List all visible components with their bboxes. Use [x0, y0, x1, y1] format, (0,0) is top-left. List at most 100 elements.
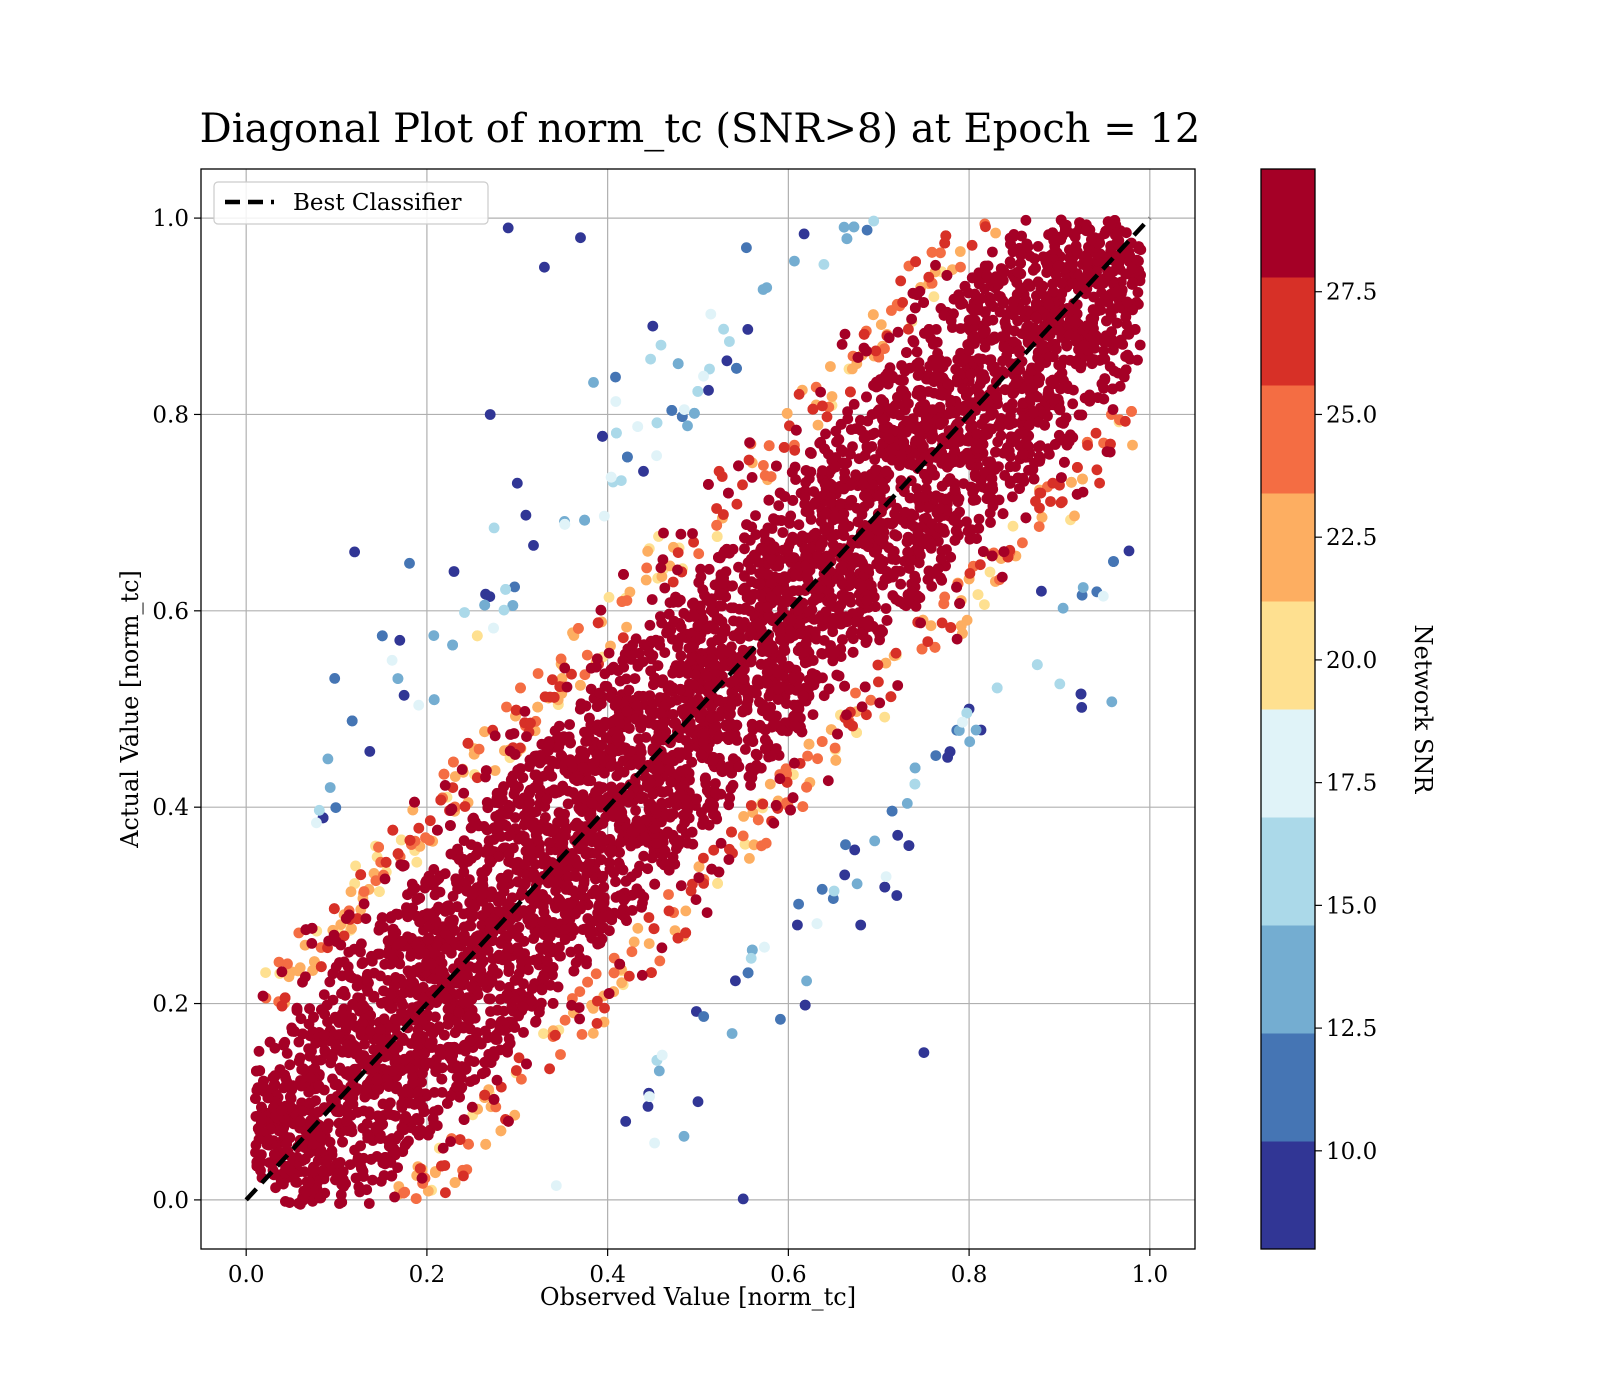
scatter-point — [778, 442, 790, 453]
scatter-point — [1106, 696, 1118, 708]
scatter-point — [936, 617, 948, 629]
scatter-point — [656, 942, 668, 954]
scatter-point — [582, 976, 593, 988]
scatter-point — [705, 308, 717, 320]
scatter-point — [987, 246, 998, 258]
scatter-point — [915, 617, 926, 629]
scatter-point — [868, 215, 880, 227]
scatter-point — [459, 607, 470, 618]
scatter-point — [775, 1013, 786, 1025]
scatter-point — [555, 1049, 566, 1060]
scatter-point — [883, 332, 895, 344]
scatter-point — [468, 1056, 480, 1067]
scatter-point — [663, 889, 674, 900]
scatter-point — [760, 837, 772, 849]
scatter-point — [498, 604, 510, 616]
scatter-point — [532, 701, 544, 713]
scatter-point — [1126, 406, 1137, 417]
scatter-point — [869, 427, 881, 439]
scatter-point — [701, 907, 713, 918]
scatter-point — [1007, 491, 1018, 503]
scatter-point — [675, 880, 687, 892]
scatter-point — [850, 687, 861, 699]
scatter-point — [663, 905, 675, 917]
scatter-point — [315, 961, 327, 973]
scatter-point — [1054, 678, 1066, 690]
scatter-point — [922, 636, 934, 647]
scatter-point — [718, 323, 729, 335]
scatter-point — [763, 440, 775, 452]
scatter-point — [839, 328, 851, 340]
scatter-point — [284, 1059, 296, 1071]
scatter-point — [559, 518, 571, 530]
scatter-point — [925, 620, 937, 632]
scatter-point — [1057, 602, 1069, 614]
scatter-point — [830, 754, 842, 766]
scatter-point — [307, 965, 319, 976]
scatter-point — [1123, 545, 1135, 557]
scatter-point — [991, 682, 1003, 694]
scatter-point — [1036, 585, 1047, 597]
scatter-point — [370, 875, 382, 887]
scatter-point — [880, 871, 892, 882]
scatter-point — [865, 694, 877, 706]
scatter-point — [799, 999, 811, 1011]
scatter-point — [358, 898, 370, 910]
scatter-point — [480, 765, 492, 776]
scatter-point — [429, 889, 441, 901]
scatter-point — [395, 834, 407, 846]
scatter-point — [666, 405, 678, 416]
scatter-point — [491, 1074, 503, 1086]
scatter-point — [643, 938, 655, 949]
scatter-point — [812, 419, 824, 431]
scatter-point — [276, 1000, 288, 1012]
scatter-point — [462, 737, 474, 749]
scatter-point — [744, 437, 755, 448]
scatter-point — [430, 1011, 441, 1023]
scatter-point — [273, 956, 285, 968]
scatter-point — [536, 984, 548, 996]
scatter-point — [632, 661, 644, 672]
scatter-point — [521, 731, 532, 742]
scatter-point — [733, 460, 744, 472]
scatter-point — [655, 339, 667, 351]
scatter-point — [349, 878, 361, 889]
scatter-point — [547, 674, 558, 686]
scatter-point — [972, 589, 984, 600]
scatter-point — [758, 460, 769, 471]
scatter-point — [680, 905, 692, 917]
scatter-point — [869, 835, 881, 847]
scatter-point — [628, 936, 640, 948]
scatter-point — [1047, 477, 1059, 489]
scatter-point — [404, 557, 415, 569]
scatter-point — [744, 853, 755, 864]
scatter-point — [360, 913, 372, 924]
scatter-point — [587, 1027, 599, 1039]
scatter-point — [689, 407, 700, 419]
scatter-point — [692, 1096, 704, 1108]
scatter-point — [614, 958, 626, 970]
scatter-point — [657, 554, 669, 565]
scatter-point — [376, 630, 388, 642]
scatter-point — [742, 324, 754, 335]
scatter-point — [451, 1072, 463, 1083]
scatter-point — [740, 744, 751, 755]
scatter-point — [574, 986, 586, 997]
scatter-point — [693, 872, 705, 883]
scatter-point — [466, 1101, 478, 1113]
scatter-point — [1091, 464, 1103, 476]
scatter-point — [781, 408, 793, 419]
scatter-point — [945, 551, 957, 563]
scatter-point — [616, 977, 628, 989]
scatter-point — [909, 302, 921, 314]
scatter-point — [256, 1101, 267, 1113]
scatter-point — [903, 323, 914, 335]
scatter-point — [350, 860, 361, 872]
scatter-point — [892, 680, 904, 691]
scatter-point — [311, 817, 322, 829]
scatter-point — [955, 261, 966, 273]
scatter-point — [588, 377, 599, 388]
scatter-point — [979, 599, 990, 610]
scatter-point — [1044, 448, 1055, 460]
scatter-point — [610, 371, 621, 383]
